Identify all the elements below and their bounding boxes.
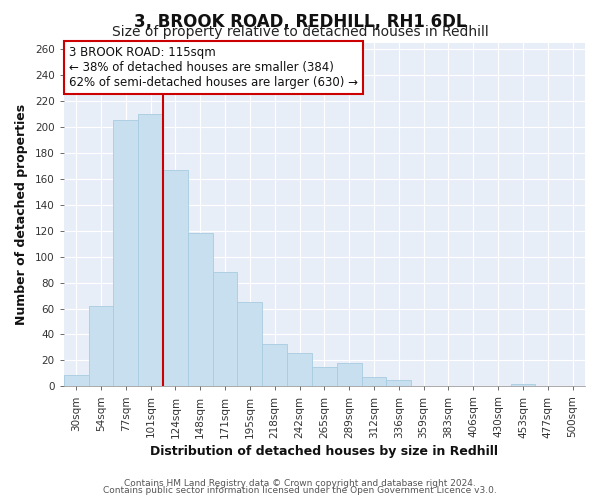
Text: Contains HM Land Registry data © Crown copyright and database right 2024.: Contains HM Land Registry data © Crown c… [124,478,476,488]
Bar [188,234,212,386]
Bar [337,363,362,386]
Bar [511,384,535,386]
Bar [312,367,337,386]
Bar [287,352,312,386]
Bar [64,374,89,386]
Bar [138,114,163,386]
Bar [212,272,238,386]
Bar [262,344,287,386]
Y-axis label: Number of detached properties: Number of detached properties [15,104,28,325]
Text: Contains public sector information licensed under the Open Government Licence v3: Contains public sector information licen… [103,486,497,495]
Bar [113,120,138,386]
Bar [386,380,411,386]
Bar [163,170,188,386]
Bar [89,306,113,386]
Text: 3, BROOK ROAD, REDHILL, RH1 6DL: 3, BROOK ROAD, REDHILL, RH1 6DL [134,12,466,30]
X-axis label: Distribution of detached houses by size in Redhill: Distribution of detached houses by size … [151,444,499,458]
Bar [238,302,262,386]
Bar [362,378,386,386]
Text: 3 BROOK ROAD: 115sqm
← 38% of detached houses are smaller (384)
62% of semi-deta: 3 BROOK ROAD: 115sqm ← 38% of detached h… [69,46,358,89]
Text: Size of property relative to detached houses in Redhill: Size of property relative to detached ho… [112,25,488,39]
